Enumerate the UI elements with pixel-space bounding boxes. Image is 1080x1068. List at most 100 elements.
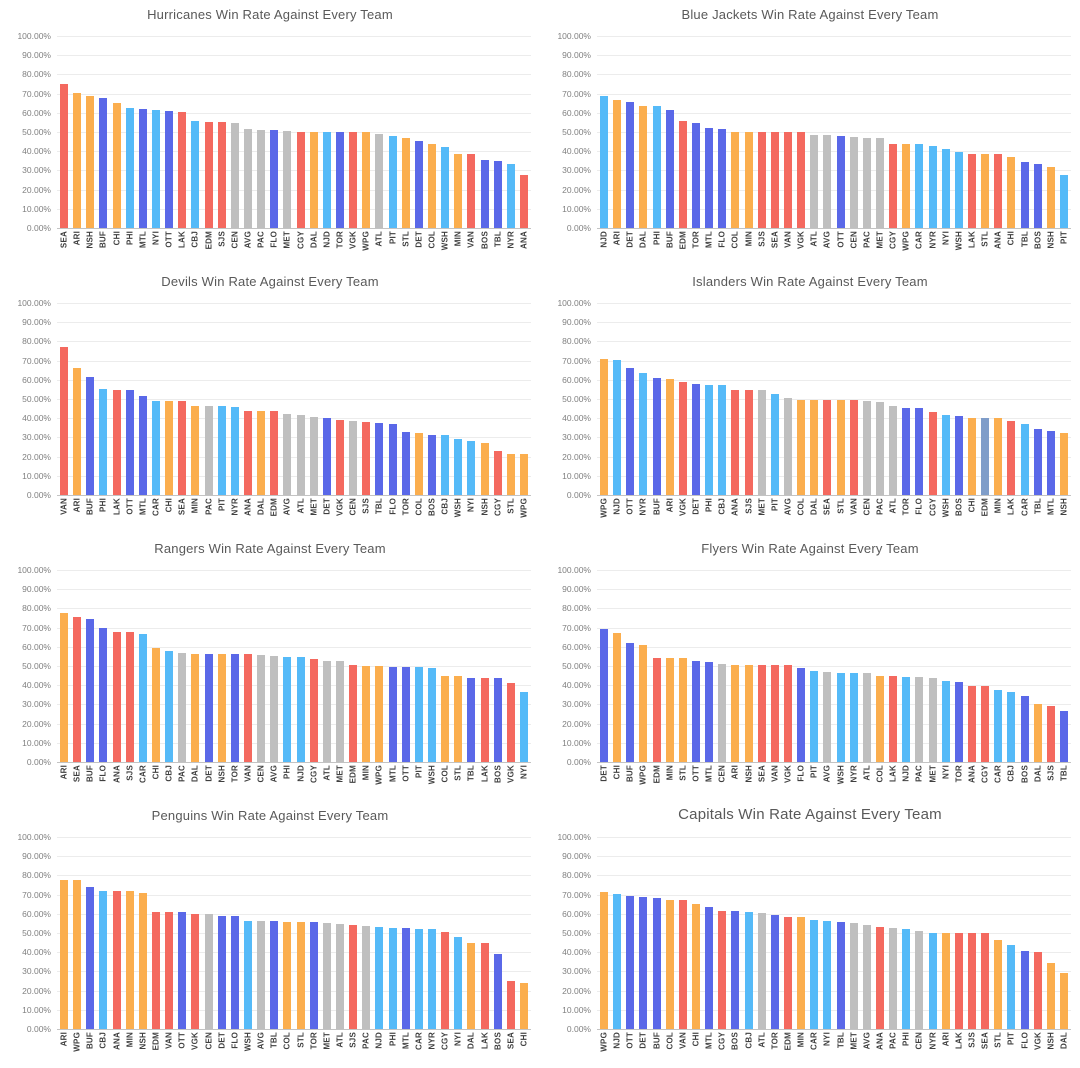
x-tick-text: SEA — [822, 498, 832, 516]
x-tick-text: CAR — [993, 765, 1003, 783]
x-tick-text: MET — [928, 765, 938, 783]
bar-nyi — [519, 691, 528, 762]
bar-phi — [125, 108, 134, 228]
x-tick-label-ari: ARI — [60, 765, 69, 791]
x-tick-text: VGK — [678, 498, 688, 516]
x-tick-text: AVG — [862, 1032, 872, 1050]
bar-flo — [915, 407, 924, 495]
plot-area: 100.00% 90.00% 80.00% 70.00% 60.00% 50.00% 40.… — [557, 832, 1071, 1052]
x-tick-text: NJD — [599, 231, 609, 248]
y-tick-label: 30.00% — [22, 165, 51, 176]
bar-avg — [243, 129, 252, 228]
x-tick-label-met: MET — [757, 498, 766, 524]
x-tick-text: COL — [440, 765, 450, 783]
bar-cbj — [99, 890, 108, 1029]
x-tick-label-nyr: NYR — [849, 765, 858, 791]
x-tick-label-vgk: VGK — [1033, 1032, 1042, 1058]
x-tick-text: PIT — [1006, 1032, 1016, 1046]
bar-ott — [626, 895, 635, 1029]
bar-car — [138, 634, 147, 762]
x-tick-text: NYR — [427, 1032, 437, 1050]
x-tick-text: PAC — [875, 498, 885, 515]
x-tick-label-car: CAR — [993, 765, 1003, 791]
chart-title: Blue Jackets Win Rate Against Every Team — [681, 7, 939, 22]
bar-car — [994, 690, 1003, 762]
gridline — [597, 856, 1071, 858]
bar-njd — [600, 96, 608, 228]
x-tick-label-edm: EDM — [981, 498, 990, 524]
y-tick-label: 30.00% — [562, 432, 591, 443]
y-tick-label: 20.00% — [562, 451, 591, 462]
bar-buf — [86, 376, 95, 495]
x-tick-text: WSH — [243, 1032, 253, 1052]
x-tick-text: EDM — [652, 765, 662, 784]
bar-edm — [151, 911, 160, 1029]
bar-min — [454, 154, 463, 228]
x-tick-text: PHI — [282, 765, 292, 779]
x-tick-text: CEN — [348, 498, 358, 516]
x-tick-text: CGY — [309, 765, 319, 783]
x-tick-text: FLO — [269, 231, 279, 248]
x-tick-text: PAC — [361, 1032, 371, 1049]
x-tick-text: ARI — [612, 231, 622, 246]
x-tick-text: VGK — [796, 231, 806, 249]
y-tick-label: 100.00% — [17, 565, 51, 575]
plot-area: 100.00% 90.00% 80.00% 70.00% 60.00% 50.00% 40.… — [17, 298, 531, 518]
x-tick-text: DAL — [1033, 765, 1043, 783]
x-tick-text: SJS — [967, 1032, 977, 1048]
x-tick-text: TOR — [335, 231, 345, 249]
bar-cen — [862, 400, 871, 495]
gridline — [597, 208, 1071, 210]
x-tick-text: TBL — [1059, 765, 1069, 782]
gridline — [57, 151, 531, 153]
x-tick-label-nyi: NYI — [941, 231, 950, 257]
bar-pac — [178, 652, 187, 762]
x-tick-text: MET — [309, 498, 319, 516]
y-tick-label: 90.00% — [562, 50, 591, 61]
bar-cen — [257, 655, 266, 762]
bar-tor — [230, 654, 239, 762]
bars — [597, 570, 1071, 762]
bar-det — [600, 628, 608, 762]
bar-tbl — [1033, 428, 1042, 495]
x-tick-text: CEN — [717, 765, 727, 783]
x-tick-label-stl: STL — [678, 765, 687, 791]
x-tick-text: PIT — [217, 498, 227, 512]
x-tick-text: LAK — [967, 231, 977, 249]
x-tick-text: ARI — [665, 498, 675, 513]
x-tick-label-buf: BUF — [99, 231, 108, 257]
bar-bos — [493, 677, 502, 762]
x-tick-text: OTT — [691, 765, 701, 782]
x-tick-text: LAK — [954, 1032, 964, 1050]
x-tick-text: PHI — [98, 498, 108, 512]
x-tick-label-wsh: WSH — [454, 498, 463, 524]
x-tick-text: NYR — [506, 231, 516, 249]
plot-area: 100.00% 90.00% 80.00% 70.00% 60.00% 50.00% 40.… — [557, 298, 1071, 518]
x-tick-label-ott: OTT — [691, 765, 701, 791]
x-tick-text: TBL — [493, 231, 503, 248]
gridline — [57, 341, 531, 343]
y-tick-label: 90.00% — [22, 317, 51, 328]
y-tick-label: 60.00% — [22, 641, 51, 652]
bar-chi — [691, 904, 700, 1029]
bar-pit — [770, 394, 779, 495]
bar-nsh — [217, 654, 226, 762]
y-tick-label: 60.00% — [562, 107, 591, 118]
y-tick-label: 60.00% — [22, 107, 51, 118]
y-tick-label: 50.00% — [22, 394, 51, 404]
y-tick-label: 10.00% — [562, 203, 591, 214]
x-tick-label-cbj: CBJ — [165, 765, 174, 791]
x-tick-text: FLO — [230, 1032, 240, 1049]
y-tick-label: 30.00% — [22, 432, 51, 443]
x-tick-label-det: DET — [600, 765, 609, 791]
bar-wpg — [902, 144, 911, 228]
x-tick-text: VGK — [506, 765, 516, 783]
x-tick-text: VAN — [466, 231, 476, 248]
x-tick-label-mtl: MTL — [705, 765, 714, 791]
chart-title: Hurricanes Win Rate Against Every Team — [147, 7, 393, 22]
bar-wpg — [73, 880, 82, 1029]
x-tick-label-mtl: MTL — [388, 765, 397, 791]
y-tick-label: 30.00% — [22, 699, 51, 710]
x-tick-label-flo: FLO — [269, 231, 279, 257]
x-tick-label-phi: PHI — [125, 231, 134, 257]
